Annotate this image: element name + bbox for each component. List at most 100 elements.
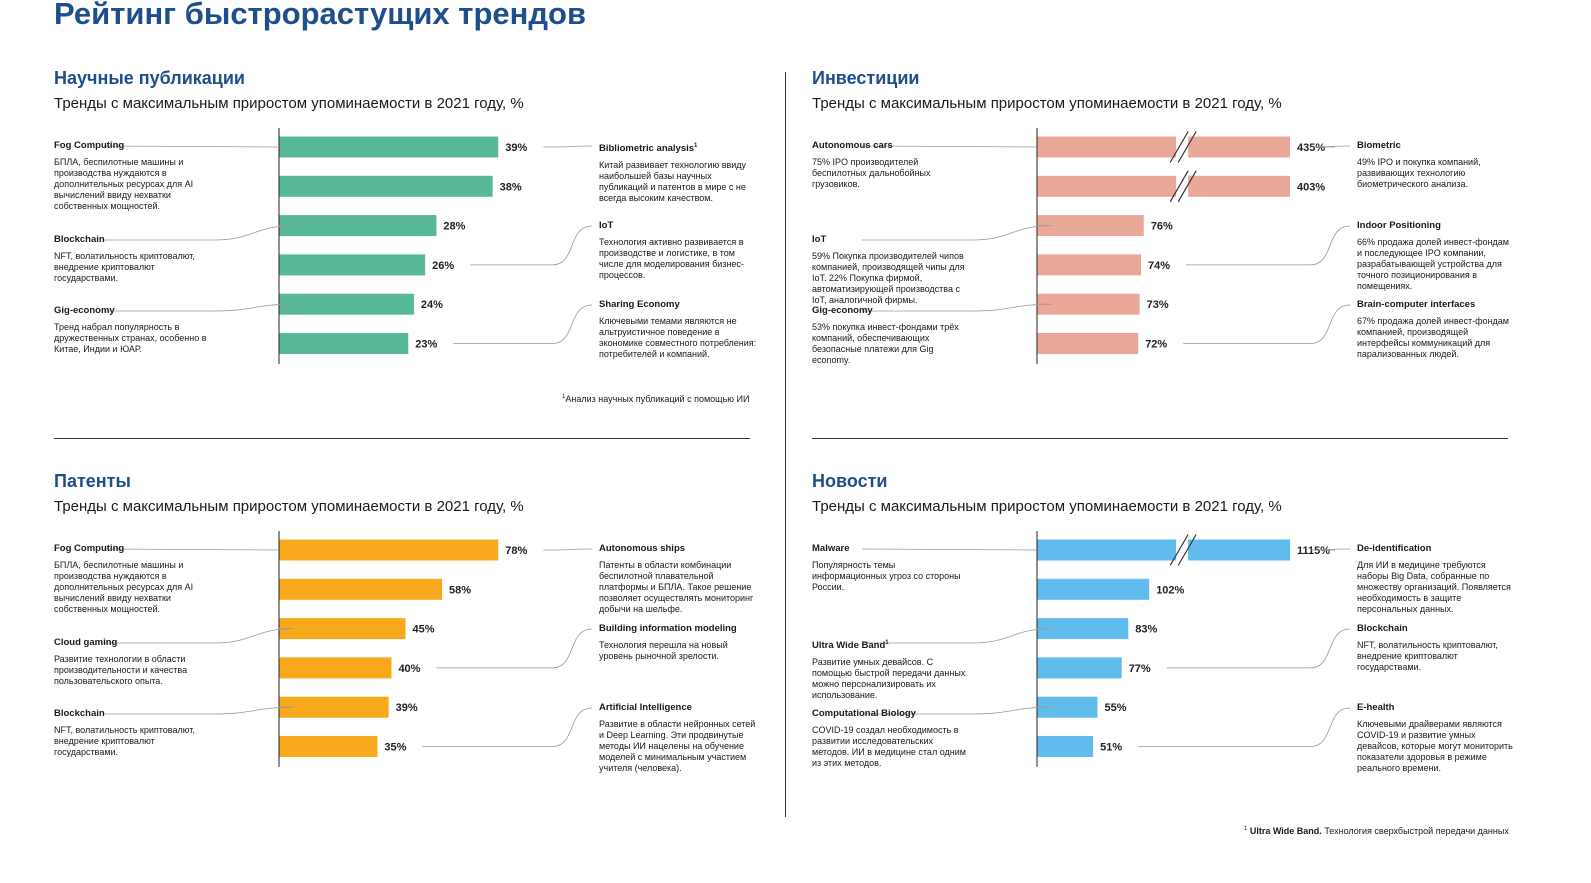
annotation-left: Computational Biology COVID-19 создал нео… <box>812 708 970 769</box>
annotation-title-text: Blockchain <box>1357 623 1408 634</box>
annotation-right: De-identification Для ИИ в медицине требу… <box>1357 543 1515 615</box>
panel-patents: Патенты Тренды с максимальным приростом у… <box>52 463 812 883</box>
annotation-right: Artificial Intelligence Развитие в област… <box>599 702 757 774</box>
annotation-left: Blockchain NFT, волатильность криптовалют… <box>54 234 212 284</box>
annotation-leader-line <box>104 628 295 644</box>
annotation-title-text: Biometric <box>1357 140 1401 151</box>
chart-title: Инвестиции <box>812 68 920 88</box>
axis-break-mark <box>1169 131 1189 163</box>
horizontal-divider-right <box>812 438 1508 439</box>
bar <box>279 136 499 158</box>
annotation-left: Blockchain NFT, волатильность криптовалют… <box>54 708 212 758</box>
annotation-desc: Развитие умных девайсов. С помощью быстр… <box>812 657 966 701</box>
footnote-marker: 1 <box>885 640 889 646</box>
bar-value-label: 55% <box>1105 702 1127 714</box>
chart-title: Патенты <box>54 471 131 491</box>
bar-chart-svg: 39% 38% 28% 26% 24% 23% <box>103 128 593 364</box>
annotation-left: Malware Популярность темы информационных … <box>812 543 970 593</box>
bar-value-label: 23% <box>415 339 437 351</box>
horizontal-divider-left <box>54 438 750 439</box>
annotation-title: Blockchain <box>1357 623 1515 635</box>
annotation-title: E-health <box>1357 702 1515 714</box>
bar <box>1037 539 1290 561</box>
annotation-title: Gig-economy <box>54 305 212 317</box>
annotation-title: Indoor Positioning <box>1357 220 1515 232</box>
annotation-desc: Китай развивает технологию ввиду наиболь… <box>599 160 747 204</box>
bar-value-label: 45% <box>413 624 435 636</box>
annotation-title: Biometric <box>1357 140 1515 152</box>
bar-value-label: 39% <box>396 702 418 714</box>
annotation-title-text: Autonomous cars <box>812 140 893 151</box>
annotation-leader-line <box>1309 145 1351 148</box>
annotation-desc: Ключевыми темами являются не альтруистич… <box>599 316 757 359</box>
footnote-science: 1Анализ научных публикаций с помощью ИИ <box>562 394 750 404</box>
annotation-leader-line <box>1309 548 1351 551</box>
annotation-right: Autonomous ships Патенты в области комбин… <box>599 543 757 615</box>
footnote-marker: 1 <box>694 143 698 149</box>
bar-chart-svg: 78% 58% 45% 40% 39% 35% <box>103 531 593 767</box>
footnote-news: 1 Ultra Wide Band. Технология сверхбыстр… <box>1244 826 1509 836</box>
annotation-title-text: Bibliometric analysis <box>599 143 695 155</box>
bar-value-label: 78% <box>505 545 527 557</box>
annotation-title: Computational Biology <box>812 708 970 720</box>
vertical-divider <box>785 72 786 817</box>
annotation-title-text: Ultra Wide Band <box>812 640 886 652</box>
bar-chart-svg: 435% 403% 76% 74% 73% 72% <box>861 128 1351 364</box>
bar <box>1037 736 1094 757</box>
annotation-left: Gig-economy 53% покупка инвест-фондами тр… <box>812 305 970 366</box>
annotation-title-text: Fog Computing <box>54 543 125 554</box>
annotation-desc: NFT, волатильность криптовалют, внедрени… <box>54 251 195 283</box>
page-title: Рейтинг быстрорастущих трендов <box>54 0 587 31</box>
annotation-desc: Тренд набрал популярность в дружественны… <box>54 322 207 354</box>
annotation-leader-line <box>1183 304 1351 344</box>
annotation-desc: 53% покупка инвест-фондами трёх компаний… <box>812 322 959 365</box>
annotation-title-text: Gig-economy <box>54 305 115 316</box>
chart-subtitle: Тренды с максимальным приростом упоминае… <box>812 498 1282 515</box>
annotation-leader-line <box>103 548 280 551</box>
annotation-title: Building information modeling <box>599 623 757 635</box>
annotation-left: Ultra Wide Band1 Развитие умных девайсов.… <box>812 637 970 701</box>
annotation-title: Ultra Wide Band1 <box>812 637 970 652</box>
bar <box>279 578 443 600</box>
annotation-title: Malware <box>812 543 970 555</box>
annotation-title: Bibliometric analysis1 <box>599 140 757 155</box>
bar-value-label: 24% <box>421 299 443 311</box>
annotation-title-text: Gig-economy <box>812 305 873 316</box>
annotation-right: Sharing Economy Ключевыми темами являются… <box>599 299 757 360</box>
annotation-leader-line <box>104 225 295 241</box>
annotation-desc: 59% Покупка производителей чипов компани… <box>812 251 965 305</box>
annotation-desc: Популярность темы информационных угроз с… <box>812 560 961 592</box>
annotation-title-text: Artificial Intelligence <box>599 702 692 713</box>
annotation-right: E-health Ключевыми драйверами являются CO… <box>1357 702 1515 774</box>
annotation-leader-line <box>103 145 280 148</box>
annotation-title-text: Cloud gaming <box>54 637 118 648</box>
annotation-desc: COVID-19 создал необходимость в развитии… <box>812 725 966 768</box>
bar-chart-svg: 1115% 102% 83% 77% 55% 51% <box>861 531 1351 767</box>
annotation-title: Autonomous cars <box>812 140 970 152</box>
annotation-right: Brain-computer interfaces 67% продажа дол… <box>1357 299 1515 360</box>
annotation-title-text: Building information modeling <box>599 623 737 634</box>
annotation-title-text: Sharing Economy <box>599 299 680 310</box>
annotation-desc: 75% IPO производителей беспилотных дальн… <box>812 157 931 189</box>
annotation-title-text: Autonomous ships <box>599 543 686 554</box>
annotation-leader-line <box>543 548 593 551</box>
bar <box>1037 136 1290 158</box>
bar-value-label: 83% <box>1135 624 1157 636</box>
annotation-right: Bibliometric analysis1 Китай развивает те… <box>599 140 757 204</box>
annotation-desc: Для ИИ в медицине требуются наборы Big D… <box>1357 560 1511 614</box>
annotation-left: Autonomous cars 75% IPO производителей бе… <box>812 140 970 190</box>
panel-science: Научные публикации Тренды с максимальным … <box>52 60 812 480</box>
annotation-leader-line <box>862 628 1053 644</box>
annotation-title-text: IoT <box>812 234 827 245</box>
annotation-title-text: Blockchain <box>54 234 105 245</box>
annotation-right: Indoor Positioning 66% продажа долей инве… <box>1357 220 1515 292</box>
annotation-desc: БПЛА, беспилотные машины и производства … <box>54 560 194 614</box>
annotation-title: De-identification <box>1357 543 1515 555</box>
bar-value-label: 35% <box>384 742 406 754</box>
annotation-title-text: De-identification <box>1357 543 1432 554</box>
bar <box>279 175 493 197</box>
chart-title: Новости <box>812 471 888 491</box>
annotation-desc: БПЛА, беспилотные машины и производства … <box>54 157 194 211</box>
annotation-title: IoT <box>599 220 757 232</box>
bar-value-label: 58% <box>449 584 471 596</box>
